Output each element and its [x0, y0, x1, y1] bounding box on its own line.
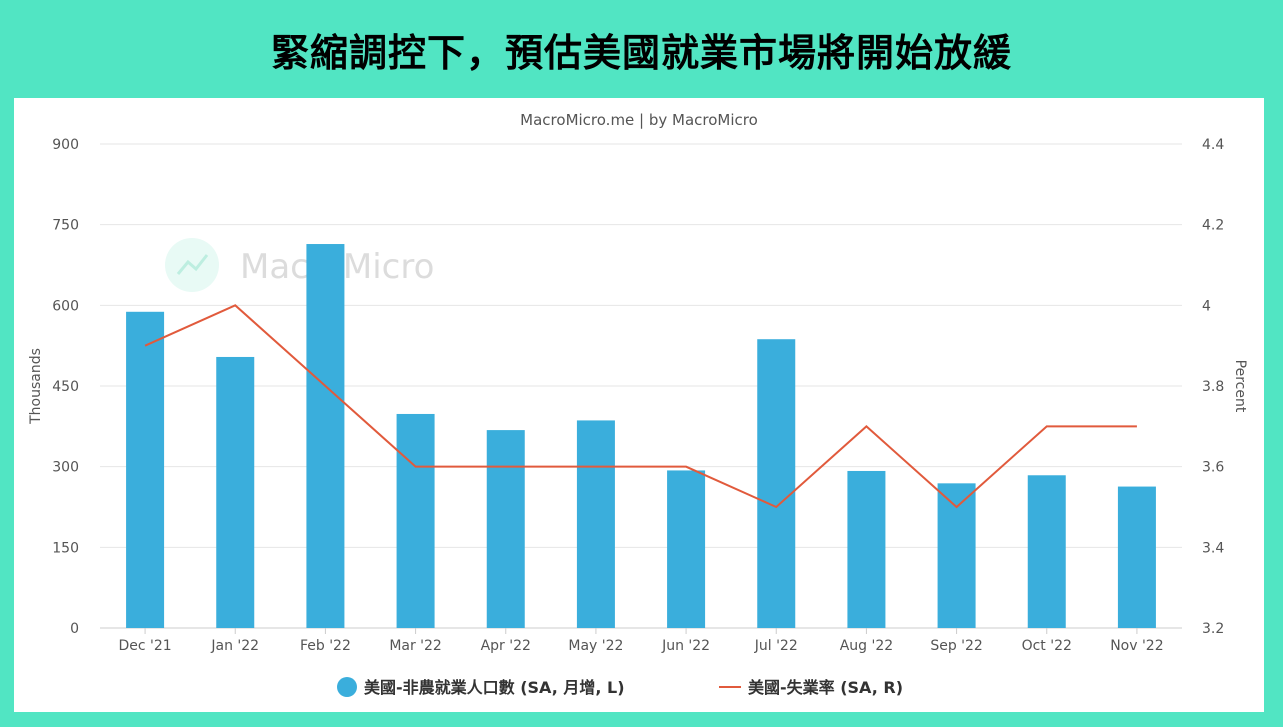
left-tick-label: 600: [52, 298, 79, 314]
x-tick-label: Aug '22: [840, 638, 893, 654]
bar[interactable]: [126, 311, 165, 628]
watermark: MacroMicro: [165, 238, 434, 292]
bar[interactable]: [757, 339, 796, 628]
chart-panel: MacroMicro.me | by MacroMicro MacroMicro…: [14, 98, 1264, 712]
watermark-logo-line: [176, 254, 209, 275]
x-axis-ticks: Dec '21 Jan '22 Feb '22 Mar '22 Apr '22 May '…: [118, 628, 1164, 654]
right-tick-label: 4.2: [1202, 218, 1224, 234]
left-tick-label: 900: [52, 137, 79, 153]
combo-chart: MacroMicro.me | by MacroMicro MacroMicro…: [28, 111, 1248, 697]
legend-bar-marker: [337, 677, 357, 697]
page-title: 緊縮調控下，預估美國就業市場將開始放緩: [270, 30, 1012, 75]
right-tick-label: 4.4: [1202, 137, 1224, 153]
legend-bar-label: 美國-非農就業人口數 (SA, 月增, L): [364, 678, 625, 697]
bar[interactable]: [667, 470, 706, 628]
x-tick-label: Jan '22: [210, 638, 259, 654]
grid-lines: [100, 143, 1182, 629]
right-tick-label: 3.6: [1202, 460, 1224, 476]
left-tick-label: 450: [52, 379, 79, 395]
left-tick-label: 150: [52, 540, 79, 556]
right-axis-ticks: 3.2 3.4 3.6 3.8 4 4.2 4.4: [1202, 137, 1224, 637]
bar[interactable]: [847, 470, 886, 628]
legend-line-label: 美國-失業率 (SA, R): [748, 678, 903, 697]
bar[interactable]: [396, 413, 435, 628]
left-axis-ticks: 0 150 300 450 600 750 900: [52, 137, 79, 637]
x-tick-label: May '22: [568, 638, 623, 654]
bar[interactable]: [306, 244, 345, 628]
legend-item-bar[interactable]: 美國-非農就業人口數 (SA, 月增, L): [337, 677, 625, 697]
right-tick-label: 4: [1202, 298, 1211, 314]
bar[interactable]: [1027, 475, 1066, 628]
x-tick-label: Dec '21: [118, 638, 171, 654]
bar[interactable]: [486, 430, 525, 628]
x-tick-label: Apr '22: [481, 638, 531, 654]
x-tick-label: Jun '22: [661, 638, 710, 654]
legend-item-line[interactable]: 美國-失業率 (SA, R): [719, 678, 903, 697]
x-tick-label: Jul '22: [754, 638, 798, 654]
right-tick-label: 3.8: [1202, 379, 1224, 395]
x-tick-label: Feb '22: [300, 638, 351, 654]
x-tick-label: Sep '22: [930, 638, 983, 654]
x-tick-label: Nov '22: [1110, 638, 1163, 654]
right-axis-title: Percent: [1232, 360, 1248, 413]
legend: 美國-非農就業人口數 (SA, 月增, L) 美國-失業率 (SA, R): [337, 677, 903, 697]
right-tick-label: 3.4: [1202, 540, 1224, 556]
line-series: [144, 304, 1137, 509]
unemployment-line[interactable]: [144, 304, 1137, 509]
bar-series: [126, 244, 1156, 628]
chart-source-label: MacroMicro.me | by MacroMicro: [520, 111, 758, 129]
bar[interactable]: [216, 356, 255, 628]
left-tick-label: 0: [70, 621, 79, 637]
x-tick-label: Mar '22: [389, 638, 442, 654]
left-tick-label: 300: [52, 460, 79, 476]
left-tick-label: 750: [52, 218, 79, 234]
right-tick-label: 3.2: [1202, 621, 1224, 637]
bar[interactable]: [937, 483, 976, 628]
bar[interactable]: [576, 420, 615, 628]
bar[interactable]: [1117, 486, 1156, 628]
left-axis-title: Thousands: [28, 348, 44, 425]
x-tick-label: Oct '22: [1022, 638, 1072, 654]
